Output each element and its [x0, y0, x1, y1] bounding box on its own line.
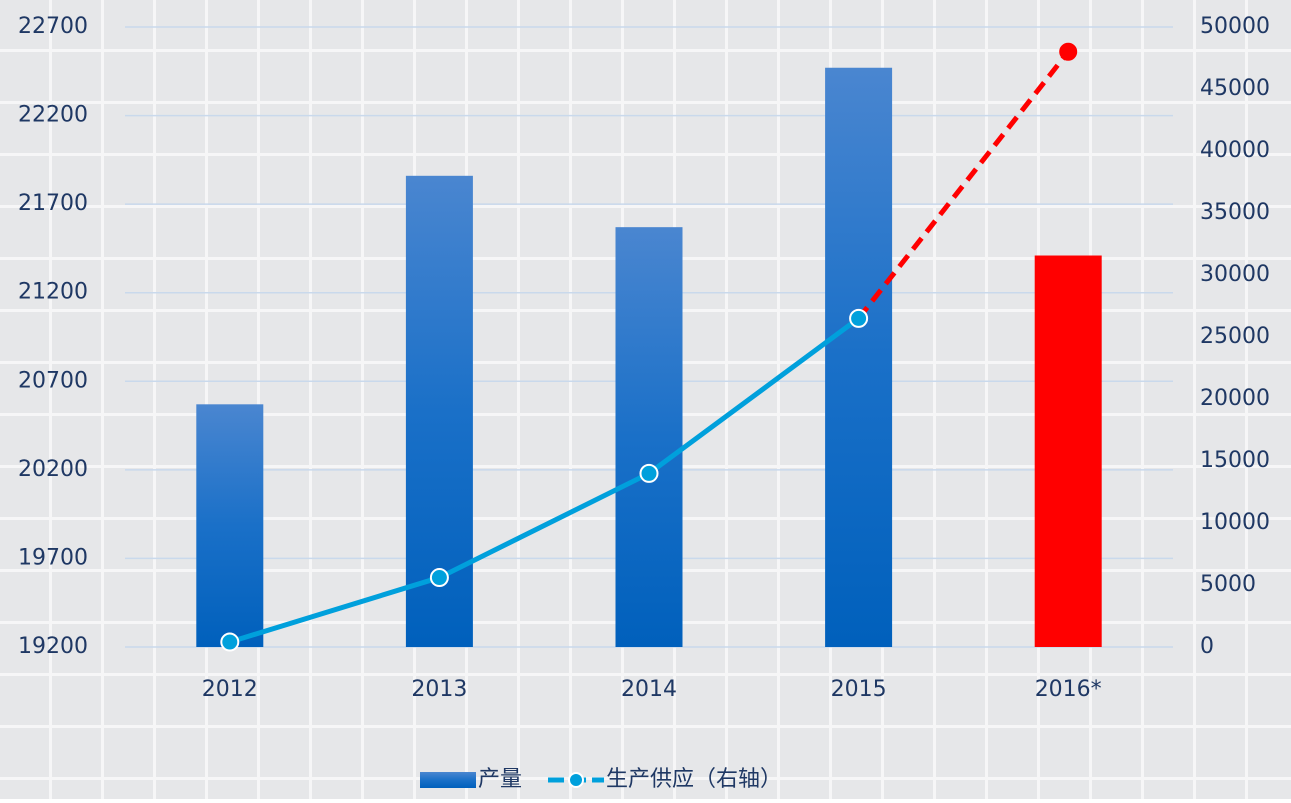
y2-tick-label: 0 [1200, 634, 1214, 659]
x-tick-label: 2016* [1035, 677, 1102, 702]
y-tick-label: 21200 [18, 280, 88, 305]
bar [615, 227, 683, 647]
bar [825, 67, 893, 647]
y2-tick-label: 5000 [1200, 572, 1256, 597]
legend-swatch [420, 772, 476, 788]
bar [196, 404, 264, 647]
y2-tick-label: 15000 [1200, 448, 1270, 473]
marker [220, 632, 240, 652]
y2-tick-label: 45000 [1200, 76, 1270, 101]
plot-area: 19200 19700 20200 20700 21200 21700 22200 22700… [18, 14, 1270, 792]
x-tick-label: 2012 [202, 677, 258, 702]
forecast-line [856, 50, 1071, 320]
y2-tick-label: 50000 [1200, 14, 1270, 39]
line [229, 316, 861, 645]
y2-tick-label: 10000 [1200, 510, 1270, 535]
marker [429, 568, 449, 588]
legend-swatch [568, 772, 585, 788]
y-tick-label: 22700 [18, 14, 88, 39]
marker [849, 308, 869, 328]
legend-label: 生产供应（右轴） [606, 767, 782, 792]
y2-tick-label: 35000 [1200, 200, 1270, 225]
x-tick-label: 2015 [831, 677, 887, 702]
y-tick-label: 20200 [18, 457, 88, 482]
x-tick-label: 2014 [621, 677, 677, 702]
marker [1059, 42, 1078, 61]
y-tick-label: 21700 [18, 191, 88, 216]
legend-label: 产量 [478, 767, 522, 792]
y2-tick-label: 30000 [1200, 262, 1270, 287]
y2-tick-label: 20000 [1200, 386, 1270, 411]
marker [639, 463, 659, 483]
x-tick-label: 2013 [411, 677, 467, 702]
y2-tick-label: 25000 [1200, 324, 1270, 349]
y-tick-label: 19700 [18, 545, 88, 570]
y-tick-label: 19200 [18, 634, 88, 659]
y2-tick-label: 40000 [1200, 138, 1270, 163]
y-tick-label: 20700 [18, 368, 88, 393]
y-tick-label: 22200 [18, 103, 88, 128]
bar [1034, 255, 1102, 647]
